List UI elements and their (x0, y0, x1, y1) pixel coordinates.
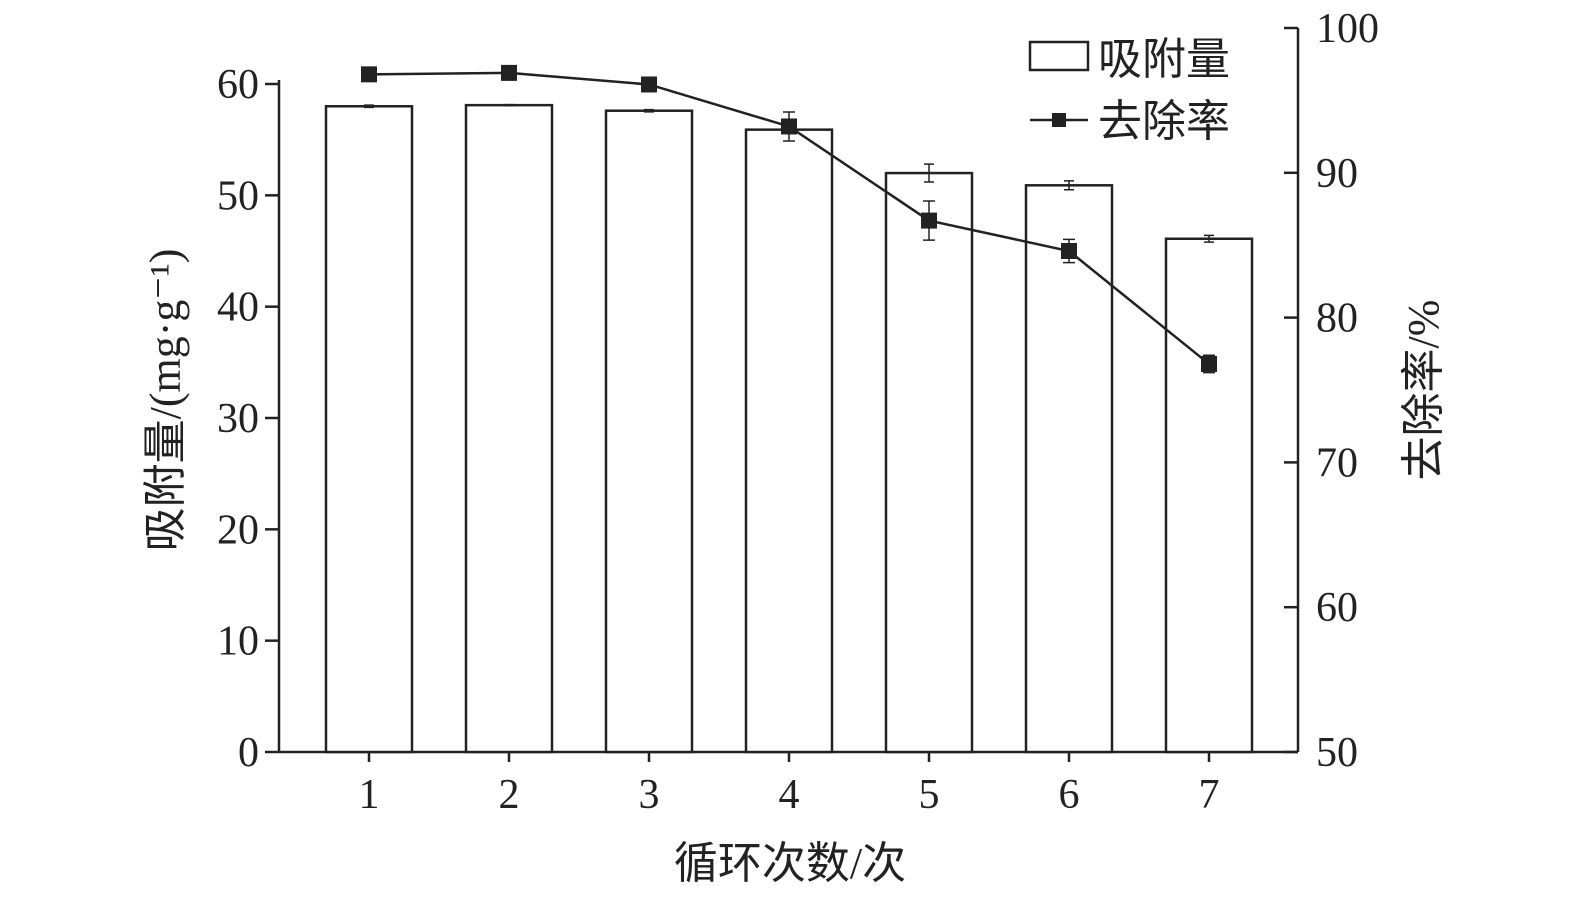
bar (604, 109, 694, 754)
bar-error-bar (504, 103, 514, 107)
line-marker (781, 118, 797, 135)
bar (744, 128, 834, 754)
line-marker (361, 66, 377, 83)
legend-bar-label: 吸附量 (1098, 35, 1230, 84)
bar-error-bar (1204, 234, 1214, 243)
bar-error-bar (644, 108, 654, 113)
bar (324, 105, 414, 754)
y-right-tick-label: 50 (1316, 730, 1358, 776)
y-left-tick-label: 50 (217, 173, 259, 219)
y-right-tick-label: 100 (1316, 6, 1379, 52)
bar (1164, 237, 1254, 754)
y-axis-right-label: 去除率/% (1399, 300, 1448, 481)
bar (1024, 184, 1114, 754)
bar (884, 171, 974, 754)
y-axis-left-label: 吸附量/(mg·g⁻¹) (141, 249, 190, 552)
y-right-tick-label: 60 (1316, 585, 1358, 631)
y-left-tick-label: 30 (217, 396, 259, 442)
x-tick-label: 5 (919, 772, 940, 818)
line-marker (921, 212, 937, 229)
y-right-tick-label: 70 (1316, 440, 1358, 486)
legend: 吸附量 去除率 (1028, 35, 1230, 146)
y-left-tick-label: 60 (217, 62, 259, 108)
line-marker (641, 76, 657, 93)
line-marker (1201, 355, 1217, 372)
bar-error-bar (1064, 180, 1074, 191)
line-marker (1061, 242, 1077, 259)
x-tick-label: 1 (359, 772, 380, 818)
bar (464, 103, 554, 754)
y-left-tick-label: 10 (217, 619, 259, 665)
bar-error-bar (924, 163, 934, 183)
y-right-tick-label: 80 (1316, 296, 1358, 342)
y-right-tick-label: 90 (1316, 151, 1358, 197)
legend-line-marker (1052, 113, 1066, 127)
x-axis-label: 循环次数/次 (674, 839, 906, 888)
line-marker (501, 64, 517, 81)
x-tick-label: 3 (639, 772, 660, 818)
x-tick-label: 7 (1199, 772, 1220, 818)
bar-error-bar (364, 104, 374, 109)
legend-line-label: 去除率 (1098, 97, 1230, 146)
x-tick-label: 6 (1059, 772, 1080, 818)
x-tick-label: 2 (499, 772, 520, 818)
legend-bar-swatch (1028, 40, 1090, 72)
y-left-tick-label: 20 (217, 507, 259, 553)
x-tick-label: 4 (779, 772, 800, 818)
y-left-tick-label: 0 (238, 730, 259, 776)
y-left-tick-label: 40 (217, 285, 259, 331)
